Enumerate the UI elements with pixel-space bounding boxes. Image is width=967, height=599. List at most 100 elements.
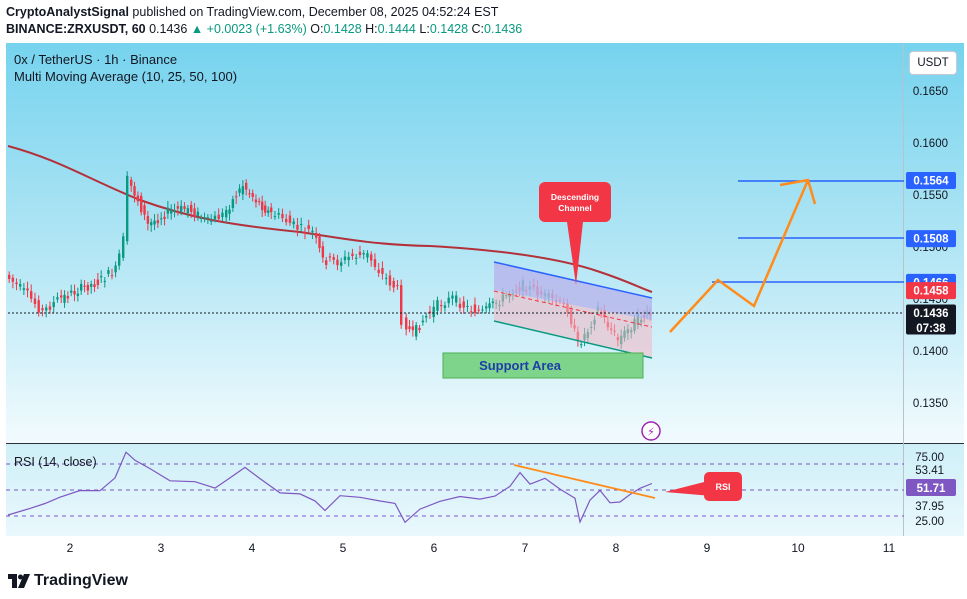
candle-body bbox=[307, 225, 310, 230]
price-tick-label: 0.1600 bbox=[913, 138, 948, 150]
close-label: C: bbox=[471, 22, 485, 36]
candle-body bbox=[86, 285, 90, 291]
support-area-label: Support Area bbox=[479, 358, 562, 373]
candle-body bbox=[118, 253, 121, 266]
candle-body bbox=[300, 224, 303, 226]
candle-body bbox=[45, 307, 48, 311]
projection-path[interactable] bbox=[669, 179, 810, 333]
rsi-pane[interactable] bbox=[6, 444, 964, 536]
candle-body bbox=[30, 291, 33, 299]
rsi-trendline[interactable] bbox=[513, 464, 656, 499]
descending-channel-text-2: Channel bbox=[558, 203, 592, 213]
price-tick-label: 0.1650 bbox=[913, 86, 948, 98]
rsi-callout-label: RSI bbox=[715, 482, 730, 492]
open-value: 0.1428 bbox=[323, 22, 362, 36]
candle-body bbox=[130, 179, 133, 186]
candle-body bbox=[52, 302, 55, 308]
time-tick-label: 8 bbox=[613, 541, 620, 555]
price-level-badge-text: 0.1564 bbox=[913, 175, 949, 187]
candle-body bbox=[466, 305, 469, 307]
candle-body bbox=[248, 193, 251, 195]
candle-body bbox=[258, 201, 261, 203]
candle-body bbox=[150, 222, 153, 226]
candle-body bbox=[328, 256, 332, 258]
candle-body bbox=[245, 182, 248, 190]
candle-body bbox=[451, 295, 454, 299]
rsi-value-badge bbox=[906, 479, 956, 496]
rsi-line bbox=[7, 451, 653, 524]
candle-body bbox=[60, 295, 63, 298]
time-tick-label: 2 bbox=[67, 541, 74, 555]
close-value: 0.1436 bbox=[484, 22, 523, 36]
rsi-callout[interactable] bbox=[704, 472, 742, 501]
main-pane[interactable] bbox=[6, 43, 964, 443]
candle-body bbox=[210, 220, 213, 222]
price-level-badge-text: 0.1458 bbox=[913, 286, 949, 298]
candle-body bbox=[37, 300, 40, 313]
candle-body bbox=[26, 288, 29, 291]
candle-body bbox=[90, 284, 93, 287]
price-level-badge[interactable] bbox=[906, 171, 956, 189]
moving-average-line bbox=[7, 145, 653, 293]
candle-body bbox=[477, 309, 480, 311]
candle-body bbox=[22, 288, 26, 291]
descending-channel-text-1: Descending bbox=[551, 192, 599, 202]
candle-body bbox=[166, 207, 170, 214]
price-tick-label: 0.1550 bbox=[913, 190, 948, 202]
candle-body bbox=[235, 196, 238, 198]
candle-body bbox=[351, 253, 354, 256]
candle-body bbox=[318, 236, 321, 249]
currency-button[interactable]: USDT bbox=[909, 51, 957, 75]
candle-body bbox=[103, 280, 106, 282]
high-value: 0.1444 bbox=[377, 22, 416, 36]
candle-body bbox=[377, 269, 380, 273]
candle-body bbox=[183, 206, 186, 209]
time-tick-label: 9 bbox=[704, 541, 711, 555]
candle-body bbox=[447, 297, 450, 304]
candle-body bbox=[470, 311, 473, 313]
chart-canvas[interactable]: Support Area Descending Channel ⚡ RSI 0.… bbox=[0, 0, 967, 563]
rsi-legend[interactable]: RSI (14, close) bbox=[14, 455, 97, 469]
candle-body bbox=[254, 199, 258, 203]
indicator-legend[interactable]: Multi Moving Average (10, 25, 50, 100) bbox=[14, 69, 238, 84]
low-value: 0.1428 bbox=[429, 22, 469, 36]
author-name[interactable]: CryptoAnalystSignal bbox=[6, 5, 129, 19]
candle-body bbox=[93, 284, 96, 288]
support-area-box[interactable] bbox=[442, 352, 644, 379]
candle-body bbox=[425, 315, 428, 318]
publish-text: published on TradingView.com, December 0… bbox=[132, 5, 499, 19]
candle-body bbox=[458, 303, 462, 308]
candle-body bbox=[388, 275, 392, 286]
price-level-badge[interactable] bbox=[906, 282, 956, 300]
candle-body bbox=[200, 218, 203, 220]
price-level-badge[interactable] bbox=[906, 304, 956, 335]
channel-top-line[interactable] bbox=[493, 261, 653, 299]
time-axis-bg bbox=[6, 536, 964, 563]
candle-body bbox=[485, 306, 488, 309]
candle-body bbox=[270, 207, 273, 213]
candle-body bbox=[481, 309, 484, 311]
price-level-badge[interactable] bbox=[906, 230, 956, 248]
candle-body bbox=[443, 305, 447, 308]
candle-body bbox=[66, 296, 70, 299]
tradingview-logo[interactable]: TradingView bbox=[8, 572, 128, 590]
candle-body bbox=[296, 224, 299, 230]
candle-body bbox=[186, 208, 190, 214]
descending-channel-callout[interactable] bbox=[539, 182, 611, 222]
lightning-icon[interactable] bbox=[641, 421, 661, 441]
candle-body bbox=[315, 232, 318, 238]
time-tick-label: 3 bbox=[158, 541, 165, 555]
channel-mid-line bbox=[493, 290, 653, 328]
candle-body bbox=[273, 216, 277, 218]
candle-body bbox=[267, 210, 270, 213]
candle-body bbox=[440, 305, 443, 307]
bar-countdown: 07:38 bbox=[916, 323, 946, 335]
candle-body bbox=[143, 205, 146, 215]
time-axis[interactable]: 2 3 4 5 6 7 8 9 10 11 bbox=[67, 541, 896, 555]
channel-bottom-line[interactable] bbox=[493, 320, 653, 359]
symbol-info: BINANCE:ZRXUSDT, 60 0.1436 ▲ +0.0023 (+1… bbox=[6, 22, 522, 36]
candle-body bbox=[76, 293, 80, 296]
price-labels: 0.16500.16000.15500.15000.14500.14000.13… bbox=[906, 86, 956, 410]
rsi-tick-label: 53.41 bbox=[915, 465, 944, 477]
lightning-icon-glyph: ⚡ bbox=[647, 426, 655, 439]
